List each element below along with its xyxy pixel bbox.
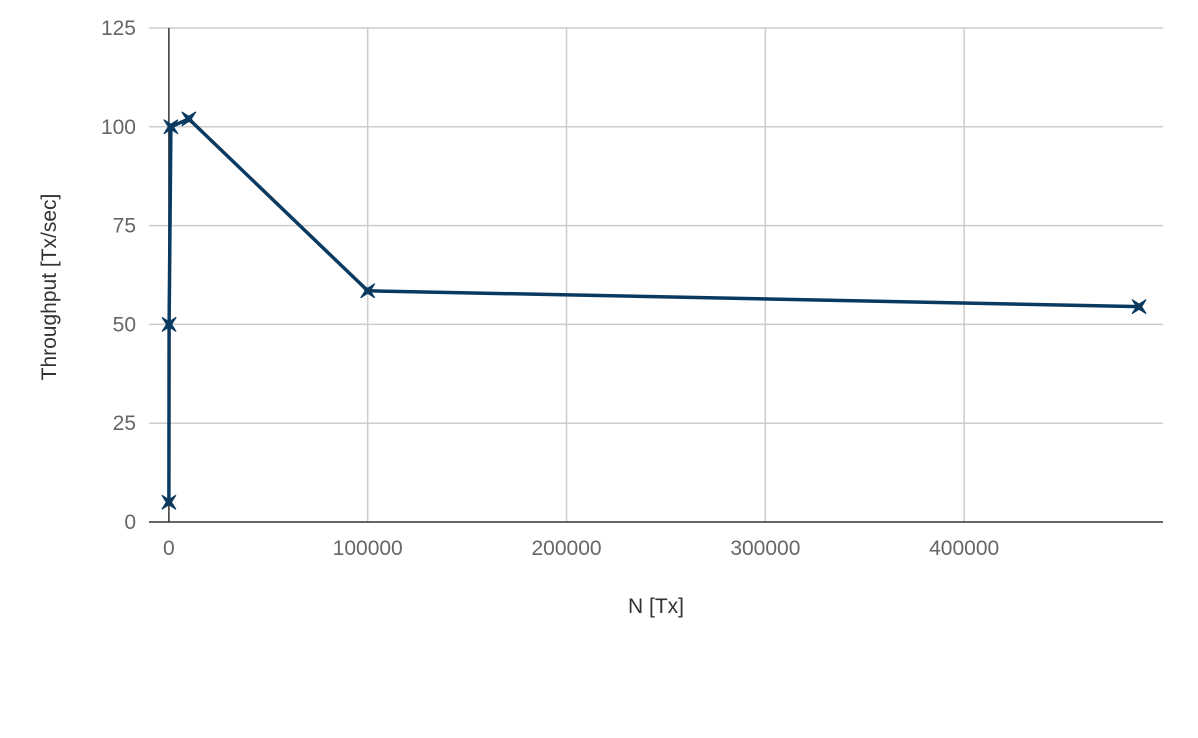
series-line [167, 117, 1140, 503]
y-tick-label: 75 [113, 215, 136, 238]
x-axis-title: N [Tx] [628, 595, 684, 618]
x-tick-label: 100000 [333, 537, 403, 560]
y-tick-label: 125 [101, 17, 136, 40]
data-point [163, 119, 179, 135]
y-tick-label: 25 [113, 412, 136, 435]
data-point [181, 111, 197, 127]
data-point [1131, 299, 1147, 315]
grid-lines [149, 27, 1163, 522]
data-point [161, 316, 177, 332]
axes [149, 28, 1163, 523]
y-axis-title: Throughput [Tx/sec] [38, 194, 61, 381]
x-tick-label: 200000 [531, 537, 601, 560]
data-point [161, 494, 177, 510]
y-tick-label: 0 [124, 511, 136, 534]
y-tick-label: 100 [101, 116, 136, 139]
x-tick-label: 0 [163, 537, 175, 560]
x-tick-label: 400000 [929, 537, 999, 560]
tick-labels: 0 25 50 75 100 125 0 100000 200000 300000 400000 [101, 17, 999, 560]
y-tick-label: 50 [113, 313, 136, 336]
x-tick-label: 300000 [730, 537, 800, 560]
data-point [360, 283, 376, 299]
plot-area [161, 111, 1147, 510]
